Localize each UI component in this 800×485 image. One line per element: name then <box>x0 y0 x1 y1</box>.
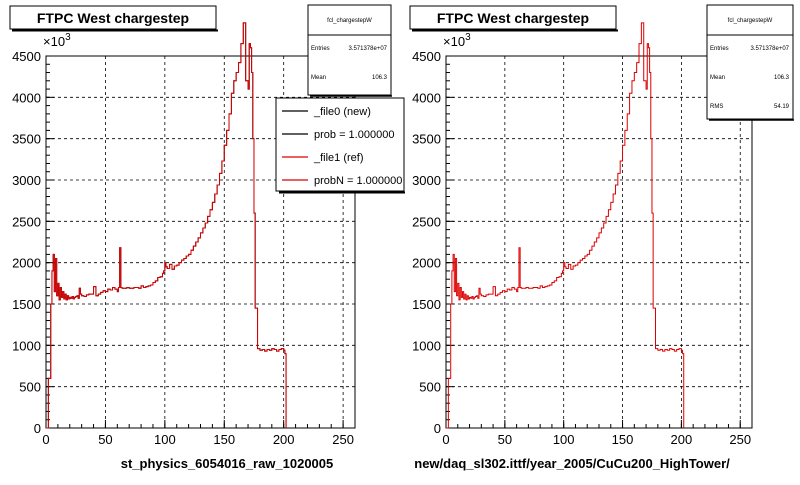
y-tick-label: 500 <box>419 380 441 395</box>
chart-panel-1: 0 50 100 150 200 2500500100015002000250030003… <box>9 4 405 471</box>
legend-label: prob = 1.000000 <box>314 129 394 141</box>
x-tick-label: 250 <box>729 432 751 447</box>
x-tick-label: 50 <box>98 432 112 447</box>
x-tick-label: 0 <box>442 432 449 447</box>
y-tick-label: 3000 <box>412 173 441 188</box>
x-axis-label: st_physics_6054016_raw_1020005 <box>121 456 334 471</box>
y-tick-label: 0 <box>34 421 41 436</box>
stats-name: fcl_chargestepW <box>327 18 372 24</box>
stats-box-frame <box>307 4 392 96</box>
legend-frame <box>275 97 405 192</box>
stats-box-frame <box>706 4 794 120</box>
y-tick-label: 0 <box>434 421 441 436</box>
legend-label: _file1 (ref) <box>313 152 364 164</box>
title-box <box>9 5 217 30</box>
y-tick-label: 2500 <box>12 214 41 229</box>
stats-label: Entries <box>710 46 729 52</box>
chart-panel-2: 0 50 100 150 200 2500500100015002000250030003… <box>409 4 794 471</box>
y-tick-label: 3000 <box>12 173 41 188</box>
stats-name: fcl_chargestepW <box>728 18 773 24</box>
y-tick-label: 2000 <box>12 256 41 271</box>
legend-label: _file0 (new) <box>313 106 371 118</box>
stats-label: Mean <box>311 75 326 81</box>
y-tick-label: 2000 <box>412 256 441 271</box>
x-tick-label: 200 <box>273 432 295 447</box>
y-tick-label: 3500 <box>412 132 441 147</box>
stats-label: RMS <box>710 104 723 110</box>
y-tick-label: 2500 <box>412 214 441 229</box>
x-tick-label: 200 <box>671 432 693 447</box>
x-tick-label: 150 <box>612 432 634 447</box>
stats-box: fcl_chargestepW Entries 3.571378e+07 Mean 10… <box>307 4 392 97</box>
series-line-2 <box>46 22 287 429</box>
stats-label: Entries <box>311 46 330 52</box>
legend-label: probN = 1.000000 <box>314 175 402 187</box>
y-tick-label: 1500 <box>12 297 41 312</box>
stats-value: 106.3 <box>774 75 790 81</box>
stats-label: Mean <box>710 75 725 81</box>
x-tick-label: 100 <box>154 432 176 447</box>
x-tick-label: 150 <box>213 432 235 447</box>
y-tick-label: 4500 <box>412 49 441 64</box>
stats-value: 3.571378e+07 <box>348 46 387 52</box>
y-tick-label: 1500 <box>412 297 441 312</box>
chart-title: FTPC West chargestep <box>37 10 189 26</box>
y-tick-label: 1000 <box>12 338 41 353</box>
stats-box: fcl_chargestepW Entries 3.571378e+07 Mean 10… <box>706 4 794 121</box>
series-line-1 <box>446 22 685 429</box>
stats-value: 3.571378e+07 <box>750 46 789 52</box>
y-multiplier: ×103 <box>43 32 71 49</box>
x-tick-label: 250 <box>332 432 354 447</box>
y-tick-label: 500 <box>19 380 41 395</box>
x-axis-label: new/daq_sl302.ittf/year_2005/CuCu200_Hig… <box>414 456 730 471</box>
x-tick-label: 50 <box>498 432 512 447</box>
stats-value: 54.19 <box>774 104 790 110</box>
y-tick-label: 1000 <box>412 338 441 353</box>
chart-title: FTPC West chargestep <box>437 10 589 26</box>
x-tick-label: 100 <box>553 432 575 447</box>
stats-value: 106.3 <box>372 75 388 81</box>
x-tick-label: 0 <box>42 432 49 447</box>
y-tick-label: 4000 <box>12 90 41 105</box>
legend: _file0 (new) prob = 1.000000 _file1 (ref) p… <box>275 97 405 194</box>
y-tick-label: 4500 <box>12 49 41 64</box>
y-tick-label: 4000 <box>412 90 441 105</box>
title-box <box>409 5 617 30</box>
plot-frame <box>445 55 753 429</box>
y-multiplier: ×103 <box>443 32 471 49</box>
y-tick-label: 3500 <box>12 132 41 147</box>
